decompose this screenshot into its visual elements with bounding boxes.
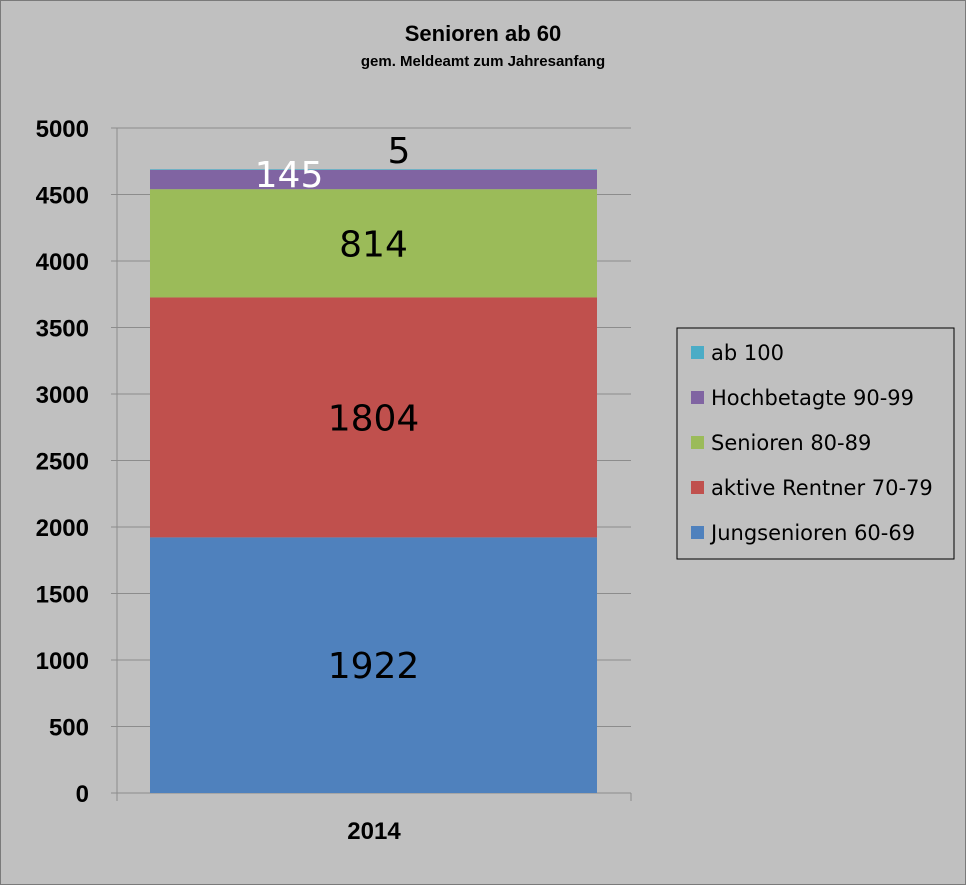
legend-label: Senioren 80-89	[711, 431, 871, 455]
bar-segment	[150, 189, 597, 298]
y-tick-label: 2000	[36, 515, 89, 542]
bars	[150, 169, 597, 793]
legend-swatch	[691, 526, 704, 539]
bar-segment	[150, 537, 597, 793]
bar-segment	[150, 169, 597, 190]
legend-label: Hochbetagte 90-99	[711, 386, 914, 410]
y-tick-label: 1000	[36, 648, 89, 675]
y-tick-label: 2500	[36, 449, 89, 476]
chart-subtitle: gem. Meldeamt zum Jahresanfang	[361, 53, 605, 70]
legend-swatch	[691, 481, 704, 494]
data-label: 1804	[328, 398, 420, 439]
legend-swatch	[691, 436, 704, 449]
y-tick-label: 0	[76, 781, 89, 808]
y-tick-label: 5000	[36, 116, 89, 143]
y-tick-label: 3000	[36, 382, 89, 409]
chart-title: Senioren ab 60	[405, 21, 562, 46]
legend-label: ab 100	[711, 341, 784, 365]
x-tick-label: 2014	[347, 818, 401, 845]
bar-segment	[150, 297, 597, 538]
legend: ab 100 Hochbetagte 90-99 Senioren 80-89 akt…	[676, 327, 955, 560]
legend-box	[676, 327, 955, 560]
y-tick-label: 4500	[36, 183, 89, 210]
axes: 0 500 1000 1500 2000 2500 3000 3500 4000 4500 5000…	[36, 116, 632, 845]
y-tick-label: 3500	[36, 316, 89, 343]
y-tick-label: 1500	[36, 582, 89, 609]
y-tick-label: 500	[49, 715, 89, 742]
data-label: 5	[388, 131, 411, 172]
legend-swatch	[691, 346, 704, 359]
bar-segment	[150, 169, 597, 170]
y-tick-label: 4000	[36, 249, 89, 276]
data-label: 145	[255, 155, 324, 196]
legend-label: aktive Rentner 70-79	[711, 476, 933, 500]
data-label: 814	[339, 224, 408, 265]
legend-swatch	[691, 391, 704, 404]
data-labels: 1922 1804 814 145 5	[255, 131, 420, 687]
legend-label: Jungsenioren 60-69	[709, 521, 915, 545]
data-label: 1922	[328, 646, 420, 687]
